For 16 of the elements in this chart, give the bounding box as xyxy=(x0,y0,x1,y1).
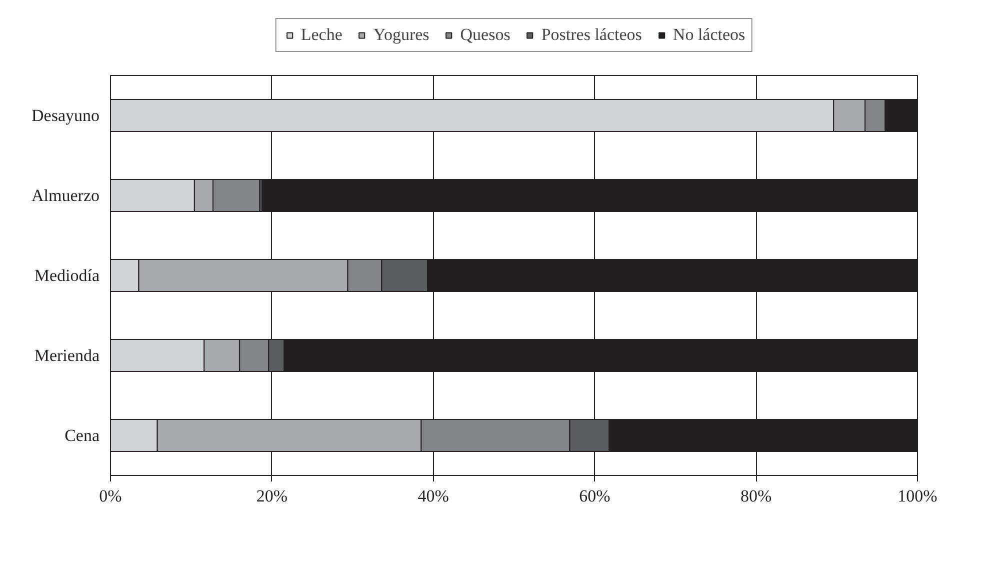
x-tick-label: 80% xyxy=(740,486,772,506)
y-tick-label: Almuerzo xyxy=(32,186,100,205)
x-tick-label: 60% xyxy=(579,486,610,506)
x-tick-label: 0% xyxy=(99,486,122,506)
y-tick-label: Desayuno xyxy=(32,106,100,125)
legend-label: Yogures xyxy=(373,25,430,45)
x-tick-label: 20% xyxy=(256,486,288,506)
legend-label: No lácteos xyxy=(672,25,746,45)
y-tick-label: Cena xyxy=(64,426,100,445)
y-tick-label: Mediodía xyxy=(34,266,100,285)
legend-label: Leche xyxy=(300,25,342,45)
y-tick-label: Merienda xyxy=(34,346,100,365)
x-tick-label: 40% xyxy=(418,486,449,506)
legend-label: Quesos xyxy=(460,25,510,45)
x-tick-label: 100% xyxy=(898,486,938,506)
legend-label: Postres lácteos xyxy=(541,25,642,45)
